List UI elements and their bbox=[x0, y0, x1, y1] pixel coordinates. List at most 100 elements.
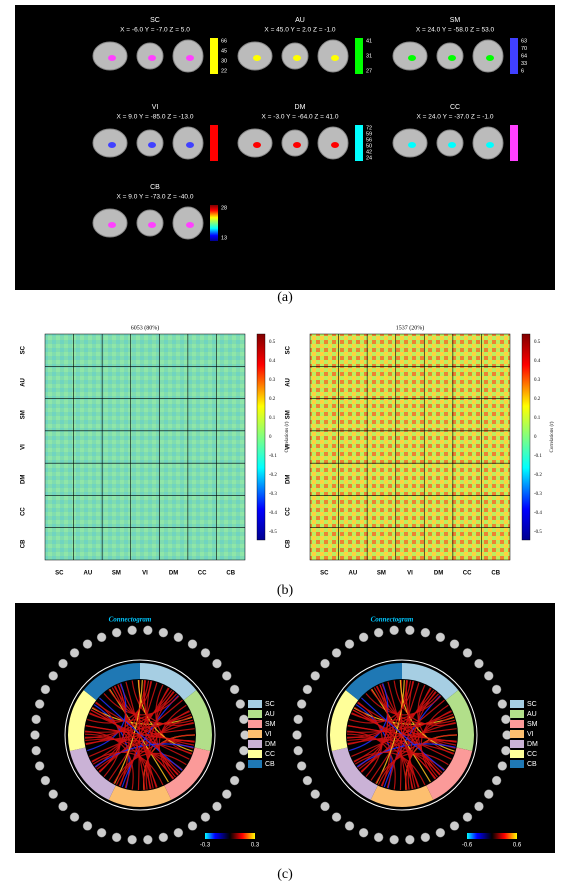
network-name: SM bbox=[450, 17, 461, 24]
activation bbox=[408, 142, 416, 148]
chord bbox=[147, 691, 174, 790]
chord bbox=[143, 734, 196, 790]
legend-label: AU bbox=[265, 711, 275, 718]
brain-thumb bbox=[127, 625, 137, 635]
coordinates: X = 24.0 Y = -58.0 Z = 53.0 bbox=[416, 27, 495, 34]
ring-segment bbox=[345, 663, 403, 701]
brain-thumb bbox=[373, 627, 384, 638]
brain-thumb bbox=[358, 632, 369, 642]
activation bbox=[331, 55, 339, 61]
activation bbox=[148, 142, 156, 148]
colorbar-tick: 0.2 bbox=[269, 397, 276, 402]
chord bbox=[103, 693, 180, 716]
colorbar-label: 31 bbox=[366, 53, 372, 59]
brain-thumb bbox=[96, 632, 107, 642]
group-label: DM bbox=[21, 475, 27, 484]
outer-ring bbox=[64, 659, 216, 811]
brain-thumb bbox=[222, 789, 232, 799]
legend-swatch bbox=[510, 740, 524, 748]
legend-label: SM bbox=[527, 721, 538, 728]
activation bbox=[331, 142, 339, 148]
chord bbox=[87, 681, 153, 724]
brain-thumb bbox=[435, 828, 446, 838]
brain-thumb bbox=[462, 648, 473, 658]
group-label: CB bbox=[286, 539, 292, 548]
colorbar bbox=[355, 125, 363, 161]
colorbar-label: 72 bbox=[366, 125, 372, 131]
chord bbox=[85, 730, 134, 790]
legend-label: DM bbox=[527, 741, 538, 748]
colorbar-label: 50 bbox=[366, 143, 372, 149]
colorbar-title: Correlations (r) bbox=[550, 421, 555, 452]
group-label: AU bbox=[84, 571, 93, 577]
legend-label: CB bbox=[527, 761, 537, 768]
colorbar-label: 22 bbox=[221, 68, 227, 74]
network-name: SC bbox=[150, 17, 160, 24]
brain-thumb bbox=[449, 639, 460, 649]
legend-swatch bbox=[510, 700, 524, 708]
brain-thumb bbox=[69, 812, 80, 822]
brain-thumb bbox=[302, 684, 313, 695]
outer-ring bbox=[326, 659, 478, 811]
group-label: SM bbox=[112, 571, 121, 577]
network-name: CB bbox=[150, 184, 160, 191]
brain-thumb bbox=[501, 745, 511, 756]
colorbar bbox=[510, 125, 518, 161]
brain-thumb bbox=[405, 835, 415, 845]
chord bbox=[380, 715, 454, 787]
brain-thumb bbox=[173, 828, 184, 838]
chord bbox=[405, 734, 458, 790]
group-label: SC bbox=[286, 345, 292, 354]
colorbar-tick: 0.1 bbox=[269, 416, 276, 421]
brain-thumb bbox=[229, 775, 240, 786]
brain-thumb bbox=[405, 625, 415, 635]
brain-thumb bbox=[462, 812, 473, 822]
coordinates: X = 9.0 Y = -73.0 Z = -40.0 bbox=[117, 194, 194, 201]
brain-thumb bbox=[82, 639, 93, 649]
chord bbox=[347, 730, 396, 790]
network-name: VI bbox=[152, 104, 159, 111]
brain-thumb bbox=[474, 801, 484, 812]
brain-thumb bbox=[173, 632, 184, 642]
group-label: SC bbox=[320, 571, 329, 577]
group-label: DM bbox=[434, 571, 443, 577]
brain-thumb bbox=[501, 714, 511, 725]
activation bbox=[108, 142, 116, 148]
chord bbox=[94, 743, 194, 768]
group-label: CC bbox=[21, 507, 27, 516]
legend-label: CB bbox=[265, 761, 275, 768]
brain-thumb bbox=[310, 789, 320, 799]
brain-thumb bbox=[239, 714, 249, 725]
brain-thumb bbox=[48, 789, 58, 799]
group-label: CC bbox=[286, 507, 292, 516]
colorbar-label: 59 bbox=[366, 131, 372, 137]
activation bbox=[253, 142, 261, 148]
colorbar-tick: -0.4 bbox=[269, 511, 277, 516]
chord bbox=[417, 684, 454, 755]
colorbar-tick: 0.4 bbox=[269, 359, 276, 364]
chord bbox=[95, 701, 121, 778]
colorbar-label: 13 bbox=[221, 235, 227, 241]
brain-thumb bbox=[491, 775, 502, 786]
chord bbox=[118, 715, 192, 787]
brain-thumb bbox=[187, 639, 198, 649]
brain-thumb bbox=[235, 699, 246, 709]
chord bbox=[357, 701, 383, 778]
brain-thumb bbox=[293, 714, 303, 725]
legend-swatch bbox=[248, 710, 262, 718]
colorbar-label: 30 bbox=[221, 58, 227, 64]
chord bbox=[91, 751, 164, 786]
coordinates: X = 45.0 Y = 2.0 Z = -1.0 bbox=[264, 27, 336, 34]
colorbar-label: -0.3 bbox=[200, 843, 211, 849]
panel-label: (b) bbox=[277, 583, 294, 598]
chord bbox=[353, 751, 426, 786]
brain-thumb bbox=[296, 699, 307, 709]
brain-thumb bbox=[293, 745, 303, 756]
colorbar-label: 64 bbox=[521, 53, 527, 59]
brain-thumb bbox=[212, 801, 222, 812]
chord bbox=[349, 681, 415, 724]
colorbar-tick: -0.3 bbox=[534, 492, 542, 497]
brain-thumb bbox=[30, 730, 40, 740]
colorbar bbox=[355, 38, 363, 74]
